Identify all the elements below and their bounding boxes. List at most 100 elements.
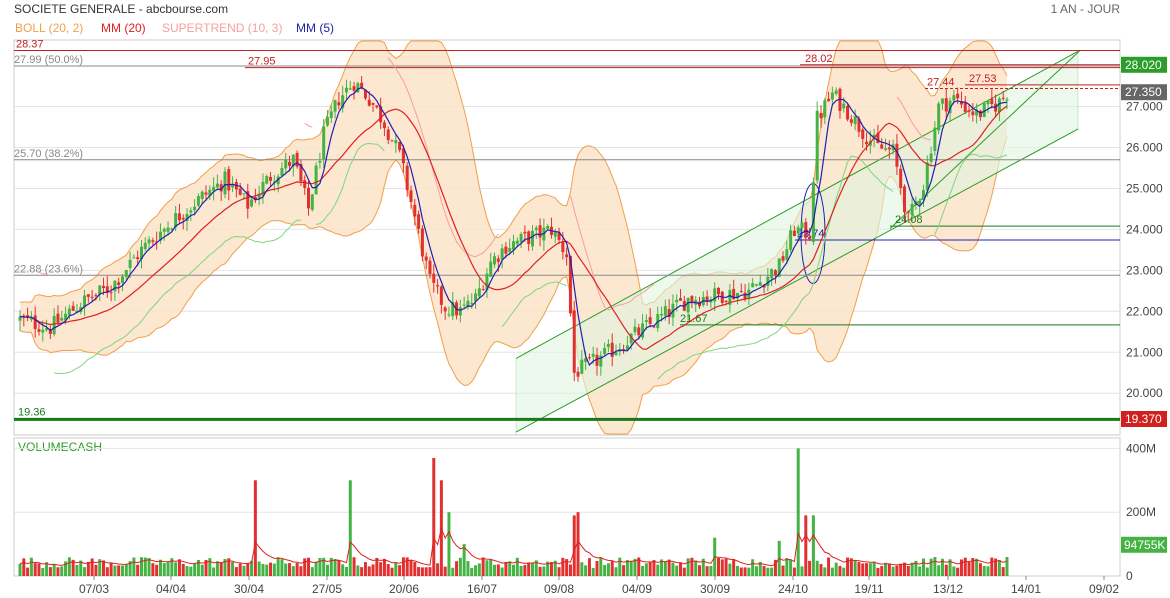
volume-bar: [310, 567, 314, 576]
volume-bar: [918, 566, 922, 576]
date-tick-label: 09/02: [1089, 582, 1119, 596]
volume-bar: [363, 562, 367, 576]
candle-body: [299, 163, 303, 182]
volume-bar: [568, 564, 572, 576]
candle-body: [489, 261, 493, 277]
candle-body: [933, 127, 937, 151]
volume-bar: [724, 558, 728, 576]
candle-body: [587, 357, 591, 359]
volume-bar: [899, 563, 903, 576]
candle-body: [405, 165, 409, 191]
supertrend-up: [501, 281, 567, 328]
candle-body: [975, 109, 979, 116]
volume-bar: [136, 564, 140, 576]
level-label: 19.36: [18, 406, 46, 418]
level-label: 27.53: [969, 73, 997, 85]
volume-bar: [67, 557, 71, 576]
candle-body: [959, 101, 963, 105]
date-axis: 07/03 04/04 30/04 27/05 20/06 16/07 09/08 04/09…: [79, 576, 1119, 596]
candle-body: [758, 282, 762, 286]
candle-body: [284, 159, 288, 169]
candle-body: [610, 342, 614, 357]
volume-bar: [747, 567, 751, 576]
date-tick-label: 30/09: [700, 582, 730, 596]
volume-bar: [959, 559, 963, 576]
candle-body: [318, 160, 322, 163]
candle-body: [872, 134, 876, 138]
candle-body: [398, 142, 402, 151]
candle-body: [439, 286, 443, 305]
legend-boll: BOLL (20, 2): [15, 21, 83, 35]
candle-body: [827, 98, 831, 102]
volume-bar: [796, 448, 800, 576]
candle-body: [565, 254, 569, 258]
candle-body: [86, 294, 90, 297]
candle-body: [986, 100, 990, 105]
date-tick-label: 13/12: [933, 582, 963, 596]
candle-body: [781, 256, 785, 261]
volume-bar: [815, 560, 819, 576]
volume-bar: [641, 566, 645, 576]
volume-bar: [242, 565, 246, 576]
volume-bar: [1001, 567, 1005, 576]
level-label: 28.02: [805, 53, 833, 65]
candle-body: [485, 273, 489, 290]
volume-bar: [648, 562, 652, 576]
volume-bar: [557, 567, 561, 576]
volume-bar: [580, 562, 584, 576]
volume-bar: [318, 558, 322, 576]
date-tick-label: 04/09: [622, 582, 652, 596]
volume-bar: [424, 567, 428, 576]
volume-bar: [682, 567, 686, 576]
candle-body: [147, 239, 151, 244]
candle-body: [997, 98, 1001, 113]
volume-bar: [132, 557, 136, 576]
candle-body: [200, 191, 204, 200]
candle-body: [466, 300, 470, 308]
volume-bar: [1005, 557, 1009, 576]
candle-body: [819, 112, 823, 119]
candle-body: [250, 199, 254, 207]
candle-body: [496, 258, 500, 262]
level-label: 27.99 (50.0%): [14, 54, 83, 66]
candle-body: [903, 186, 907, 213]
volume-bar: [212, 567, 216, 576]
supertrend-up: [934, 153, 1008, 235]
candle-body: [26, 315, 30, 318]
volume-bar: [838, 565, 842, 576]
candle-body: [584, 358, 588, 362]
volume-bar: [637, 557, 641, 576]
volume-bar: [204, 559, 208, 576]
volume-bar: [37, 563, 41, 576]
date-tick-label: 04/04: [156, 582, 186, 596]
candle-body: [181, 217, 185, 220]
candle-body: [102, 286, 106, 289]
volume-bar: [382, 558, 386, 576]
volume-bar: [261, 563, 265, 576]
volume-bar: [189, 566, 193, 576]
volume-bar: [398, 565, 402, 576]
candle-body: [481, 289, 485, 291]
volume-bar: [751, 559, 755, 576]
volume-bar: [485, 560, 489, 576]
volume-bar: [853, 560, 857, 576]
candle-body: [956, 93, 960, 99]
candle-body: [884, 148, 888, 150]
candle-body: [595, 354, 599, 366]
candle-body: [899, 168, 903, 189]
volume-bar: [982, 565, 986, 576]
volume-bar: [819, 564, 823, 576]
candle-body: [644, 320, 648, 322]
candle-body: [310, 194, 314, 210]
volume-bar: [139, 557, 143, 576]
volume-bar: [322, 557, 326, 576]
level-label: 22.88 (23.6%): [14, 263, 83, 275]
candle-body: [929, 153, 933, 162]
candle-body: [861, 129, 865, 139]
candle-body: [174, 213, 178, 228]
volume-bar: [944, 564, 948, 576]
candle-body: [379, 106, 383, 123]
candle-body: [71, 305, 75, 311]
candle-body: [800, 222, 804, 228]
candle-body: [386, 129, 390, 141]
